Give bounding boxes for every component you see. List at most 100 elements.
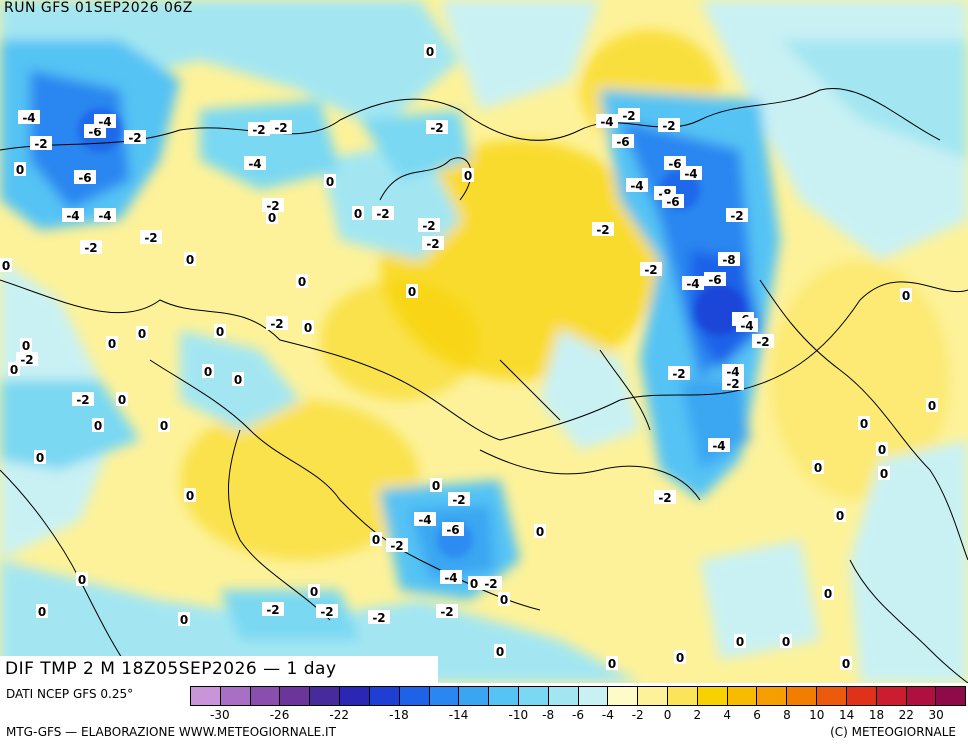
svg-text:-2: -2 <box>270 317 283 331</box>
field-title: DIF TMP 2 M 18Z05SEP2026 — 1 day <box>0 656 438 683</box>
svg-text:-2: -2 <box>440 605 453 619</box>
contour-label: 0 <box>812 460 824 475</box>
contour-label: -2 <box>372 206 394 221</box>
svg-text:0: 0 <box>782 635 790 649</box>
contour-label: -6 <box>704 272 726 287</box>
svg-text:0: 0 <box>16 163 24 177</box>
contour-label: 0 <box>202 364 214 379</box>
contour-label: -2 <box>418 218 440 233</box>
contour-label: -2 <box>426 120 448 135</box>
colorbar-swatch <box>787 687 818 705</box>
svg-text:0: 0 <box>186 253 194 267</box>
svg-text:-2: -2 <box>84 241 97 255</box>
colorbar-tick-label: -10 <box>508 708 529 722</box>
svg-text:-2: -2 <box>266 603 279 617</box>
svg-text:-2: -2 <box>252 123 265 137</box>
contour-label: -2 <box>658 118 680 133</box>
contour-label: 0 <box>926 398 938 413</box>
svg-text:-2: -2 <box>274 121 287 135</box>
contour-label: -4 <box>62 208 84 223</box>
contour-label: -2 <box>448 492 470 507</box>
svg-text:0: 0 <box>464 169 472 183</box>
contour-label: 0 <box>324 174 336 189</box>
svg-text:-4: -4 <box>248 157 261 171</box>
svg-text:-6: -6 <box>616 135 629 149</box>
colorbar-swatch <box>846 687 877 705</box>
contour-label: 0 <box>534 524 546 539</box>
contour-label: 0 <box>158 418 170 433</box>
colorbar-swatch <box>340 687 370 705</box>
svg-text:0: 0 <box>38 605 46 619</box>
contour-label: 0 <box>308 584 320 599</box>
contour-label: -6 <box>74 170 96 185</box>
svg-text:0: 0 <box>878 443 886 457</box>
svg-text:-2: -2 <box>726 377 739 391</box>
contour-label: 0 <box>734 634 746 649</box>
contour-label: 0 <box>76 572 88 587</box>
svg-text:-4: -4 <box>686 277 699 291</box>
colorbar-tick-label: -30 <box>210 708 230 722</box>
contour-label: -4 <box>708 438 730 453</box>
svg-text:0: 0 <box>836 509 844 523</box>
svg-text:-2: -2 <box>20 353 33 367</box>
colorbar-swatch <box>697 687 728 705</box>
svg-text:0: 0 <box>608 657 616 671</box>
svg-text:-2: -2 <box>672 367 685 381</box>
svg-text:-2: -2 <box>644 263 657 277</box>
contour-label: 0 <box>876 442 888 457</box>
svg-text:0: 0 <box>304 321 312 335</box>
contour-label: 0 <box>36 604 48 619</box>
svg-text:-4: -4 <box>712 439 725 453</box>
contour-label: 0 <box>406 284 418 299</box>
svg-text:0: 0 <box>268 211 276 225</box>
colorbar-tick-label: 18 <box>868 708 885 722</box>
svg-text:0: 0 <box>10 363 18 377</box>
svg-text:0: 0 <box>408 285 416 299</box>
svg-text:-2: -2 <box>730 209 743 223</box>
contour-label: -2 <box>124 130 146 145</box>
svg-text:0: 0 <box>310 585 318 599</box>
run-title: RUN GFS 01SEP2026 06Z <box>4 0 193 16</box>
contour-label: 0 <box>462 168 474 183</box>
colorbar-swatch <box>399 687 430 705</box>
contour-label: -2 <box>480 576 502 591</box>
contour-label: 0 <box>822 586 834 601</box>
svg-text:-4: -4 <box>740 319 753 333</box>
contour-label: -2 <box>640 262 662 277</box>
contour-label: 0 <box>266 210 278 225</box>
svg-text:-2: -2 <box>658 491 671 505</box>
svg-text:0: 0 <box>824 587 832 601</box>
contour-label: -4 <box>18 110 40 125</box>
svg-text:-2: -2 <box>266 199 279 213</box>
contour-label: 0 <box>900 288 912 303</box>
svg-text:-2: -2 <box>390 539 403 553</box>
contour-label: -4 <box>626 178 648 193</box>
contour-label: 0 <box>136 326 148 341</box>
colorbar-swatch <box>906 687 937 705</box>
colorbar-tick-label: -14 <box>448 708 469 722</box>
contour-label: 0 <box>858 416 870 431</box>
contour-label: -2 <box>436 604 458 619</box>
svg-text:0: 0 <box>180 613 188 627</box>
credit-left: MTG-GFS — ELABORAZIONE WWW.METEOGIORNALE… <box>6 725 336 739</box>
contour-label: 0 <box>184 252 196 267</box>
colorbar-swatch <box>220 687 251 705</box>
contour-label: -2 <box>248 122 270 137</box>
temperature-anomaly-map: 0 -4 -6 -4 -2 -2 -2 -2 -2 -4 0 -6 0 0 -2… <box>0 0 968 683</box>
svg-text:-2: -2 <box>376 207 389 221</box>
svg-text:0: 0 <box>814 461 822 475</box>
colorbar-swatch <box>250 687 281 705</box>
contour-label: -2 <box>752 334 774 349</box>
svg-text:-2: -2 <box>422 219 435 233</box>
svg-text:-4: -4 <box>600 115 613 129</box>
svg-text:-2: -2 <box>128 131 141 145</box>
svg-text:0: 0 <box>138 327 146 341</box>
colorbar-swatch <box>817 687 847 705</box>
svg-text:0: 0 <box>36 451 44 465</box>
svg-text:0: 0 <box>2 259 10 273</box>
contour-label: 0 <box>92 418 104 433</box>
colorbar-tick-label: -4 <box>601 708 614 722</box>
contour-label: 0 <box>494 644 506 659</box>
anomaly-field <box>0 0 968 683</box>
svg-text:-2: -2 <box>372 611 385 625</box>
